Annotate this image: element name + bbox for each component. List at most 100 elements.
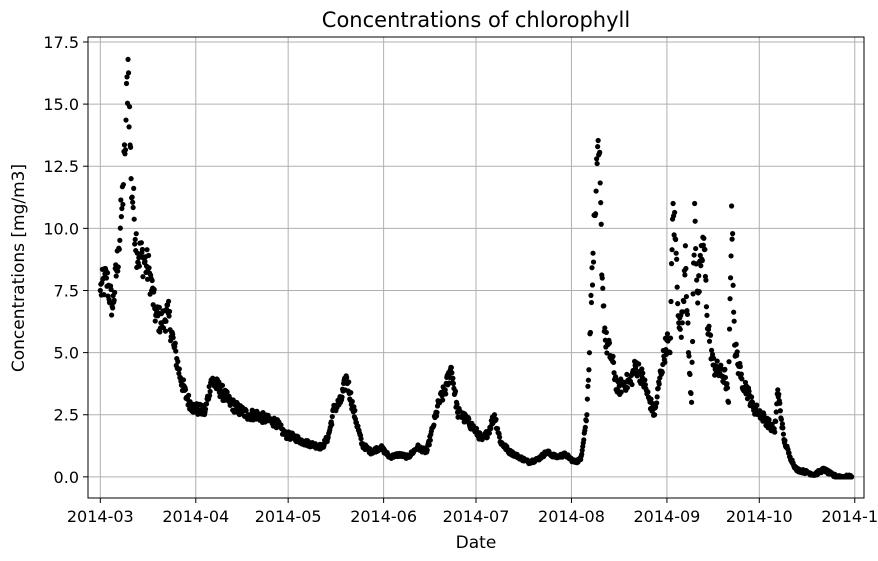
data-point — [494, 425, 501, 432]
data-point — [581, 437, 587, 443]
data-point — [140, 274, 146, 280]
data-point — [684, 311, 691, 317]
data-point — [652, 412, 658, 418]
data-point — [592, 211, 599, 217]
data-point — [681, 298, 687, 305]
data-point — [126, 124, 132, 130]
data-point — [466, 416, 472, 422]
data-point — [589, 265, 595, 271]
data-point — [586, 367, 592, 373]
data-point — [664, 331, 671, 337]
data-point — [600, 285, 606, 291]
data-point — [683, 293, 690, 300]
data-point — [493, 416, 499, 423]
data-point — [486, 430, 492, 436]
data-point — [207, 392, 213, 399]
data-point — [144, 247, 150, 253]
data-point — [484, 434, 490, 440]
data-point — [130, 199, 136, 205]
data-point — [703, 304, 710, 310]
data-point — [586, 350, 593, 356]
data-point — [780, 425, 786, 431]
data-point — [645, 389, 651, 395]
data-point — [157, 329, 163, 335]
data-point — [597, 149, 603, 155]
data-point — [703, 277, 709, 283]
data-point — [120, 181, 127, 188]
data-point — [778, 416, 784, 422]
data-point — [358, 436, 364, 442]
data-point — [355, 423, 361, 429]
data-point — [585, 377, 591, 383]
data-point — [699, 257, 705, 264]
data-point — [434, 409, 440, 416]
data-point — [146, 265, 152, 271]
data-point — [149, 277, 155, 284]
data-point — [618, 389, 624, 395]
data-point — [165, 298, 172, 304]
data-point — [624, 371, 630, 378]
y-tick-label: 2.5 — [54, 406, 79, 425]
data-point — [688, 399, 695, 405]
y-tick-label: 5.0 — [54, 344, 79, 363]
data-point — [689, 359, 695, 365]
data-point — [773, 409, 779, 415]
data-point — [728, 203, 735, 209]
data-point — [700, 242, 706, 248]
data-point — [119, 205, 125, 212]
data-point — [173, 348, 179, 354]
data-point — [139, 246, 146, 253]
data-point — [594, 160, 600, 167]
data-point — [116, 246, 122, 252]
data-point — [730, 231, 736, 237]
data-point — [673, 250, 679, 256]
data-point — [120, 201, 126, 208]
chart-title: Concentrations of chlorophyll — [322, 8, 630, 32]
data-point — [677, 326, 683, 332]
data-point — [108, 286, 114, 293]
y-tick-label: 10.0 — [43, 219, 79, 238]
data-point — [106, 300, 113, 306]
data-point — [442, 387, 448, 393]
data-point — [162, 328, 169, 334]
data-point — [180, 377, 187, 383]
data-point — [629, 381, 635, 388]
data-point — [685, 320, 691, 326]
data-point — [604, 350, 610, 356]
data-point — [450, 380, 457, 387]
data-point — [749, 394, 755, 400]
data-point — [579, 447, 585, 453]
data-point — [696, 289, 702, 295]
data-point — [728, 253, 734, 259]
data-point — [348, 390, 354, 396]
data-point — [655, 385, 661, 391]
data-point — [129, 194, 135, 200]
data-point — [662, 359, 668, 365]
data-point — [672, 209, 678, 216]
data-point — [734, 349, 740, 355]
data-point — [122, 147, 129, 153]
data-point — [682, 272, 688, 278]
data-point — [118, 197, 124, 203]
data-point — [203, 401, 210, 407]
data-point — [603, 329, 609, 336]
data-point — [680, 309, 686, 315]
data-point — [654, 400, 660, 406]
data-point — [593, 188, 599, 194]
data-point — [491, 412, 498, 418]
data-point — [738, 371, 744, 377]
data-point — [773, 418, 779, 425]
data-point — [597, 180, 603, 186]
data-point — [598, 200, 604, 206]
data-point — [126, 104, 133, 110]
data-point — [104, 270, 111, 276]
data-point — [726, 359, 732, 365]
data-point — [132, 236, 138, 243]
data-point — [750, 399, 756, 406]
data-point — [440, 397, 446, 403]
data-point — [450, 375, 456, 381]
x-tick-label: 2014-09 — [633, 507, 700, 526]
data-point — [690, 291, 696, 297]
data-point — [693, 245, 699, 252]
data-point — [780, 431, 787, 437]
